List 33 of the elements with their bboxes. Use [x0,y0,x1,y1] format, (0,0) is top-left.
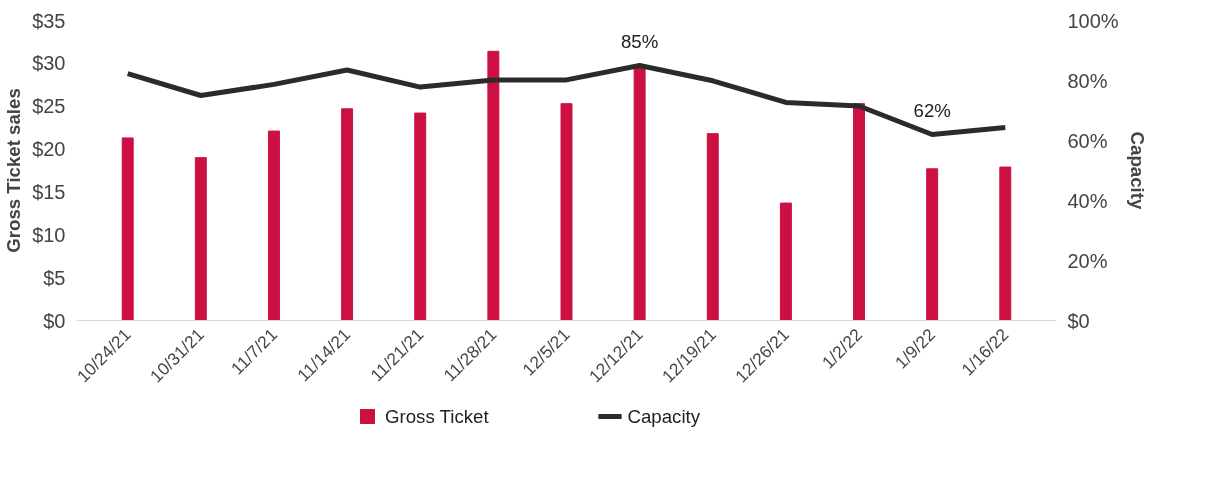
y-tick-label: $5 [43,266,66,289]
y-tick-label: $30 [32,52,66,75]
y2-tick-label: 100% [1067,9,1119,32]
legend-label: Capacity [627,406,701,427]
bar [779,202,792,321]
y2-tick-label: 20% [1067,249,1108,272]
bar [706,133,719,321]
y2-axis-title: Capacity [1126,131,1148,211]
bar [267,130,280,321]
y-tick-label: $20 [32,138,66,161]
y-tick-label: $10 [32,223,66,246]
bar [853,103,866,321]
y2-tick-label: $0 [1067,309,1090,332]
bar [487,50,500,321]
y2-tick-label: 40% [1067,189,1108,212]
y2-tick-label: 80% [1067,69,1108,92]
y2-tick-label: 60% [1067,129,1108,152]
bar [633,67,646,321]
legend-label: Gross Ticket [384,406,490,427]
bar [194,157,207,321]
y-tick-label: $35 [32,9,66,32]
bar [926,168,939,321]
y-axis-title: Gross Ticket sales [3,88,25,253]
y-tick-label: $15 [32,180,66,203]
y-tick-label: $25 [32,95,66,118]
bar [999,166,1012,321]
data-label: 85% [620,30,659,52]
bar [121,137,134,321]
bar [560,103,573,321]
bar [414,112,427,321]
bar [341,108,354,321]
y-tick-label: $0 [43,309,66,332]
data-label: 62% [913,99,951,121]
